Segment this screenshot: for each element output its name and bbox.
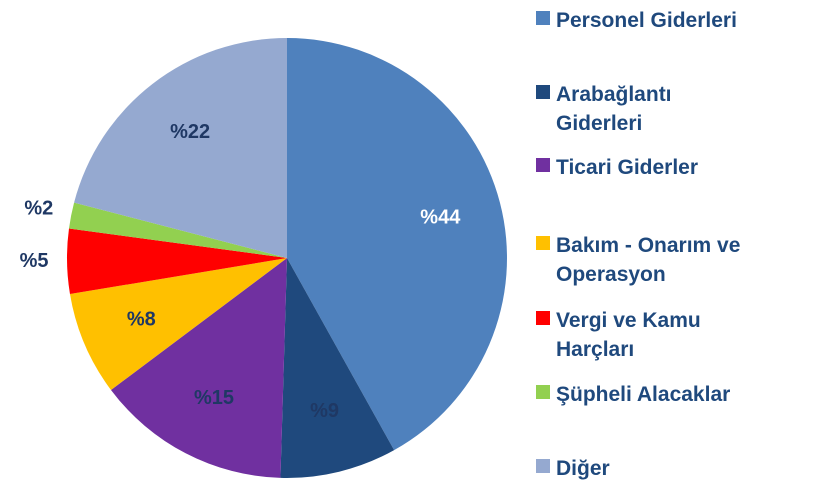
legend-label: Ticari Giderler (556, 156, 699, 179)
legend-swatch (536, 311, 550, 325)
pie-slice (280, 258, 395, 478)
pie-slice (287, 38, 507, 451)
legend-item: Vergi ve Kamu Harçları (536, 306, 806, 364)
pie-slice (74, 38, 287, 258)
legend-label: Arabağlantı Giderleri (556, 83, 672, 135)
data-label: %22 (170, 121, 210, 143)
legend-label: Personel Giderleri (556, 9, 737, 32)
data-label: %15 (194, 387, 234, 409)
data-label: %9 (310, 400, 339, 422)
legend-swatch (536, 158, 550, 172)
pie-slice (110, 258, 288, 478)
legend-label: Diğer (556, 457, 610, 480)
data-label: %44 (420, 206, 461, 228)
legend-item: Personel Giderleri (536, 6, 806, 35)
legend-swatch (536, 85, 550, 99)
pie-slice (69, 258, 287, 390)
legend-swatch (536, 385, 550, 399)
legend-item: Şüpheli Alacaklar (536, 380, 806, 409)
legend-swatch (536, 459, 550, 473)
data-label: %5 (20, 250, 49, 272)
pie-slice (68, 202, 287, 258)
pie: %44 %9 %15 %8 %5 %2 %22 (20, 38, 507, 478)
legend-item: Arabağlantı Giderleri (536, 80, 806, 138)
legend-swatch (536, 236, 550, 250)
legend-item: Diğer (536, 454, 806, 483)
data-label: %2 (24, 197, 53, 219)
legend-label: Şüpheli Alacaklar (556, 383, 731, 406)
legend-label: Vergi ve Kamu Harçları (556, 309, 701, 361)
pie-slice (67, 228, 288, 295)
legend-label: Bakım - Onarım ve Operasyon (556, 234, 741, 286)
data-label: %8 (127, 309, 156, 331)
legend-swatch (536, 11, 550, 25)
legend-item: Bakım - Onarım ve Operasyon (536, 231, 806, 289)
legend-item: Ticari Giderler (536, 153, 806, 182)
